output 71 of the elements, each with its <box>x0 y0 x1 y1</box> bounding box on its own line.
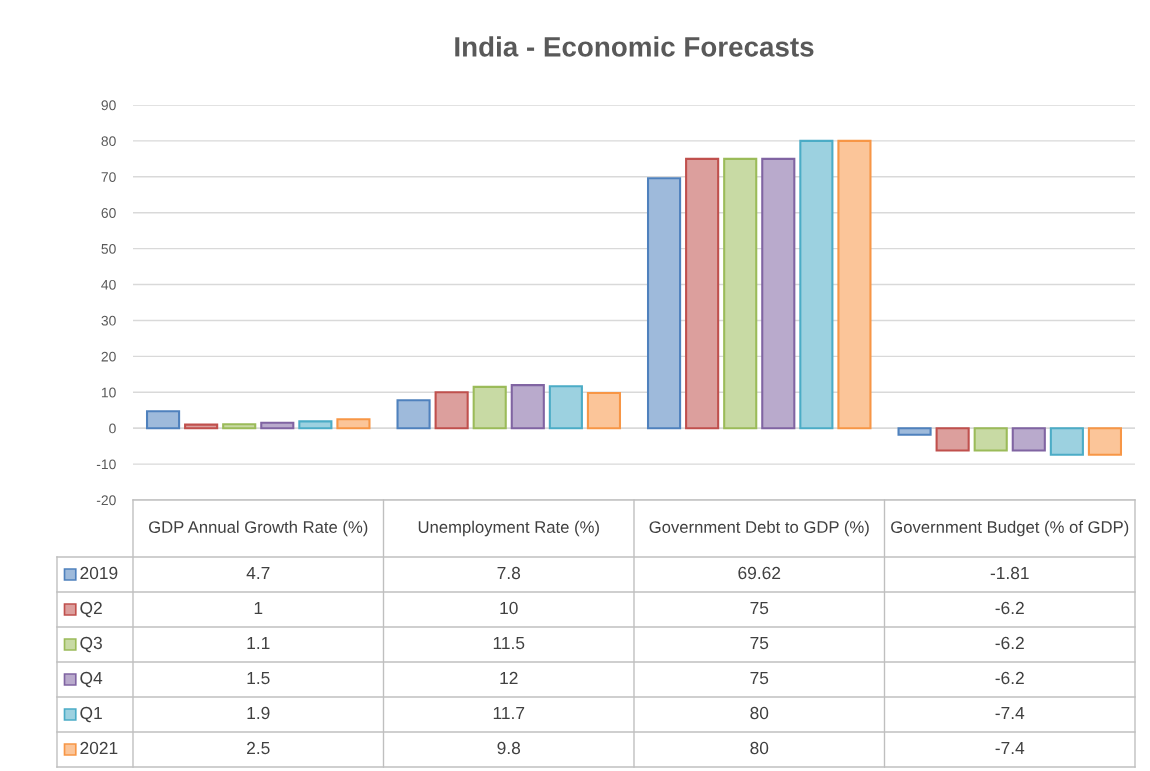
legend-label: Q4 <box>80 671 103 688</box>
x-tick-label: Government Budget (% of GDP) <box>891 520 1129 537</box>
data-label: 7.8 <box>497 566 521 580</box>
y-tick-label: 60 <box>101 208 116 218</box>
legend-label: 2021 <box>80 741 118 755</box>
data-label: 4.7 <box>246 567 270 579</box>
data-label: 1.5 <box>247 672 270 685</box>
y-tick-label: 80 <box>101 136 116 147</box>
bar <box>260 421 295 430</box>
bar <box>434 391 469 430</box>
y-tick-label: 70 <box>101 172 116 182</box>
x-tick-label: Government Debt to GDP (%) <box>649 520 869 537</box>
data-label: -6.2 <box>995 636 1024 650</box>
legend-label: Q1 <box>80 706 102 723</box>
bar <box>548 385 583 430</box>
data-label: 10 <box>500 601 518 615</box>
bar <box>799 139 834 430</box>
data-label: -1.81 <box>990 566 1029 580</box>
y-tick-label: -10 <box>96 459 116 470</box>
bar <box>336 418 371 430</box>
data-label: 11.5 <box>493 637 525 650</box>
y-tick-label: 20 <box>101 351 116 362</box>
y-tick-label: 10 <box>101 387 116 398</box>
bar <box>1049 427 1084 456</box>
y-tick-label: 30 <box>101 315 116 326</box>
data-label: -7.4 <box>995 707 1025 719</box>
bar <box>1087 427 1123 456</box>
legend-label: Q3 <box>80 636 102 653</box>
bar <box>837 139 872 430</box>
data-label: 2.5 <box>247 741 270 755</box>
bar <box>145 410 181 430</box>
bar <box>222 423 257 430</box>
data-label: -6.2 <box>995 601 1024 615</box>
x-tick-label: Unemployment Rate (%) <box>418 520 599 537</box>
x-tick-label: GDP Annual Growth Rate (%) <box>149 520 368 537</box>
data-label: 1.9 <box>247 706 270 720</box>
legend-label: 2019 <box>80 566 118 580</box>
bar <box>973 427 1008 452</box>
bar <box>586 391 622 430</box>
bar <box>723 157 758 430</box>
bar <box>646 177 682 430</box>
y-tick-label: -20 <box>96 495 116 506</box>
bar <box>935 427 970 452</box>
bar <box>396 399 431 430</box>
bar <box>685 157 720 430</box>
chart-title: India - Economic Forecasts <box>455 36 814 57</box>
data-label: -6.2 <box>995 671 1024 685</box>
data-label: 1.1 <box>247 637 270 649</box>
y-tick-label: 90 <box>101 100 116 111</box>
data-label: 75 <box>750 602 769 615</box>
bar <box>472 385 507 430</box>
y-tick-label: 50 <box>101 243 116 254</box>
data-label: 75 <box>750 672 769 685</box>
bar <box>298 420 333 430</box>
data-label: 12 <box>500 671 518 684</box>
bar <box>761 157 796 430</box>
data-label: -7.4 <box>995 742 1025 754</box>
bar <box>510 384 545 430</box>
data-label: 80 <box>750 706 769 720</box>
bar <box>897 427 932 436</box>
y-tick-label: 0 <box>109 423 116 434</box>
data-label: 11.7 <box>493 707 525 719</box>
data-label: 69.62 <box>738 566 781 580</box>
y-tick-label: 40 <box>101 279 116 290</box>
data-label: 1 <box>254 602 263 614</box>
bar <box>1011 427 1046 452</box>
legend-label: Q2 <box>80 601 102 618</box>
data-label: 80 <box>750 741 769 755</box>
data-label: 75 <box>750 637 769 650</box>
bar <box>184 423 219 430</box>
data-label: 9.8 <box>497 741 521 755</box>
